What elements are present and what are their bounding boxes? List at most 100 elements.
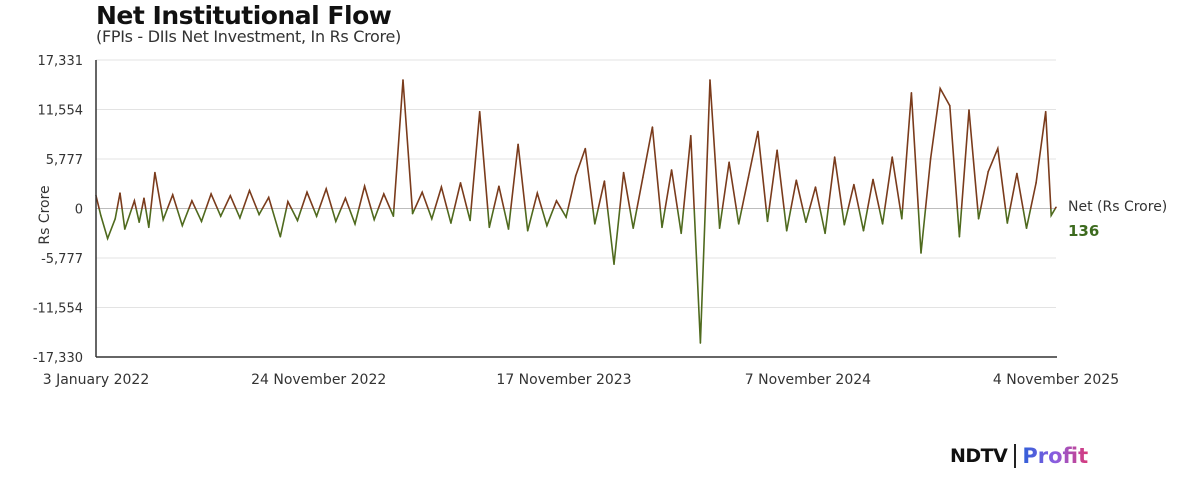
y-tick-label: 17,331 (38, 54, 84, 69)
data-point (114, 217, 116, 220)
data-point (450, 222, 452, 224)
data-point (1035, 181, 1037, 184)
data-point (99, 214, 102, 217)
data-point (613, 263, 615, 266)
data-point (373, 218, 376, 221)
data-point (1055, 206, 1057, 209)
data-point (344, 197, 347, 200)
data-point (594, 223, 596, 225)
data-point (1050, 214, 1053, 217)
data-point (565, 216, 567, 218)
data-point (181, 224, 184, 227)
data-point (162, 218, 164, 221)
y-tick-label: 5,777 (46, 153, 83, 168)
data-point (689, 134, 692, 137)
data-point (709, 79, 711, 81)
series-line-positive (96, 79, 1057, 209)
data-point (901, 217, 903, 220)
data-point (138, 221, 140, 224)
data-point (239, 217, 241, 219)
data-point (603, 180, 606, 182)
chart-subtitle: (FPIs - DIIs Net Investment, In Rs Crore… (96, 27, 401, 46)
data-point (862, 229, 865, 232)
data-point (546, 224, 548, 227)
data-point (191, 199, 193, 202)
data-point (632, 227, 635, 230)
data-point (147, 226, 150, 229)
data-point (872, 178, 874, 181)
data-point (536, 192, 539, 194)
data-point (670, 169, 673, 171)
data-point (430, 217, 433, 220)
data-point (1016, 172, 1018, 175)
data-point (296, 219, 299, 222)
data-point (325, 187, 328, 190)
x-tick-label: 24 November 2022 (251, 372, 386, 388)
data-point (488, 226, 491, 229)
data-point (1044, 110, 1047, 113)
data-point (363, 185, 366, 188)
y-tick-label: 0 (75, 203, 83, 218)
data-point (910, 92, 913, 94)
y-tick-label: -11,554 (33, 302, 83, 317)
data-point (248, 189, 251, 192)
data-point (881, 223, 884, 225)
chart-title: Net Institutional Flow (96, 1, 392, 30)
data-point (757, 130, 759, 133)
data-point (219, 215, 222, 218)
series-line-negative (98, 209, 1056, 344)
data-point (795, 179, 798, 182)
logo-divider (1014, 444, 1017, 468)
data-point (622, 171, 625, 174)
data-point (411, 212, 414, 215)
data-point (833, 156, 836, 158)
x-tick-label: 17 November 2023 (496, 372, 631, 388)
logo-profit-text: Profit (1022, 444, 1089, 468)
legend-last-value: 136 (1068, 222, 1100, 240)
logo-ndtv-text: NDTV (950, 445, 1008, 467)
y-axis-label: Rs Crore (37, 185, 53, 244)
data-point (843, 223, 846, 226)
data-point (824, 232, 826, 235)
data-point (154, 171, 156, 174)
data-point (335, 220, 337, 223)
data-point (977, 217, 980, 220)
data-point (584, 147, 587, 150)
data-point (200, 220, 203, 223)
data-point (728, 161, 730, 164)
data-point (968, 109, 970, 111)
y-tick-label: 11,554 (38, 104, 84, 119)
data-point (661, 226, 663, 229)
data-point (402, 79, 404, 81)
data-point (171, 193, 174, 196)
data-point (526, 229, 529, 232)
data-point (229, 194, 232, 197)
data-point (718, 227, 721, 230)
data-point (143, 197, 145, 200)
data-point (805, 221, 807, 224)
data-point (776, 149, 778, 152)
data-point (287, 200, 289, 203)
data-point (574, 175, 577, 177)
data-point (737, 223, 740, 225)
data-point (920, 252, 922, 254)
data-point (421, 191, 423, 194)
data-point (680, 232, 682, 235)
data-point (267, 196, 270, 199)
data-point (517, 143, 519, 146)
data-point (642, 176, 644, 179)
data-point (392, 215, 395, 218)
legend-series-name: Net (Rs Crore) (1068, 199, 1168, 215)
data-point (133, 199, 136, 202)
data-point (498, 185, 500, 188)
data-point (853, 183, 855, 186)
x-tick-label: 4 November 2025 (993, 372, 1119, 388)
data-point (1025, 227, 1028, 230)
data-point (814, 186, 817, 188)
data-point (478, 110, 481, 113)
data-point (507, 228, 510, 230)
data-point (106, 237, 109, 240)
y-tick-label: -5,777 (41, 252, 83, 267)
data-point (651, 126, 654, 128)
data-point (210, 193, 212, 195)
